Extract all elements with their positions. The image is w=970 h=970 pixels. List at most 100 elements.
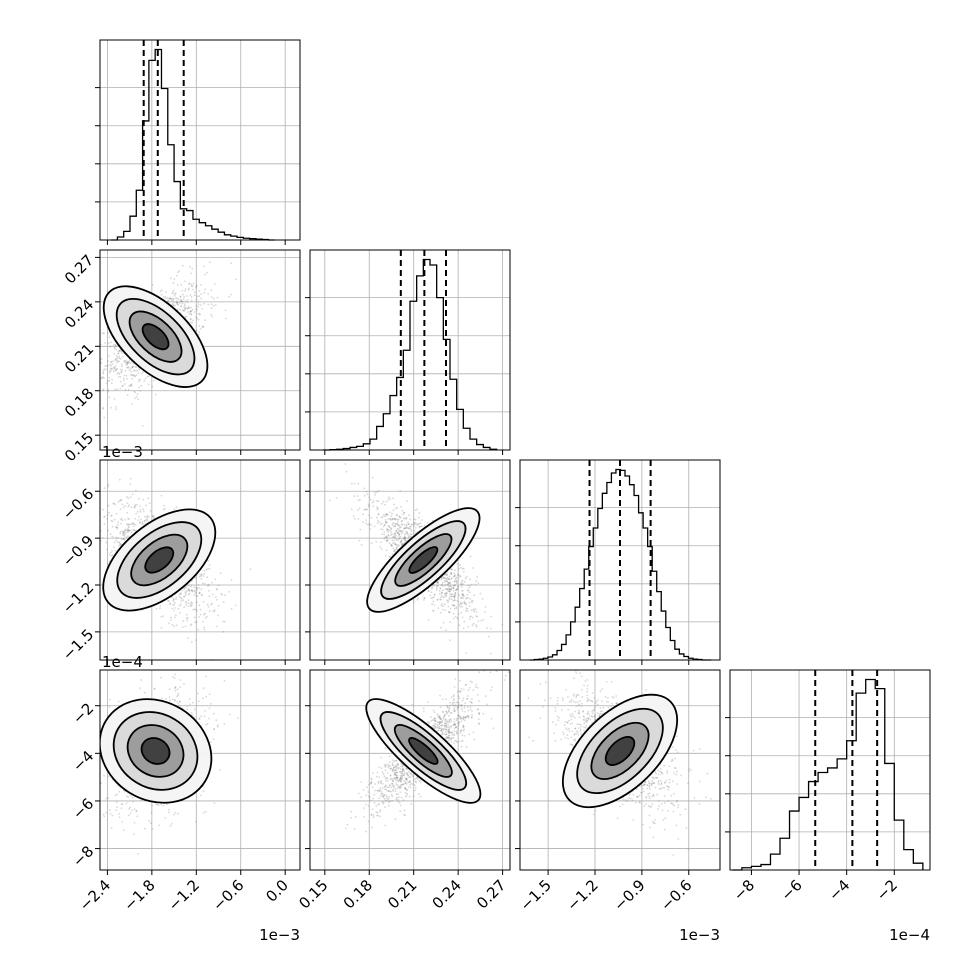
sample-point [144,522,147,525]
sample-point [129,529,132,532]
sample-point [155,803,157,805]
sample-point [108,396,111,399]
sample-point [164,295,167,298]
sample-point [189,318,192,320]
sample-point [191,285,194,287]
sample-point [114,369,117,372]
sample-point [439,587,442,589]
sample-point [133,390,136,393]
sample-point [448,582,451,585]
sample-point [374,494,376,496]
sample-point [380,516,383,519]
sample-point [466,610,469,613]
sample-point [357,509,359,511]
sample-point [448,578,450,581]
sample-point [116,373,119,375]
sample-point [448,585,450,588]
sample-point [375,500,378,502]
sample-point [217,605,220,607]
sample-point [466,589,469,592]
sample-point [389,556,392,558]
sample-point [462,627,465,630]
sample-point [441,583,444,586]
sample-point [188,283,190,286]
sample-point [404,527,407,530]
sample-point [461,593,464,596]
sample-point [114,358,117,361]
sample-point [132,833,135,835]
sample-point [114,503,116,506]
sample-point [115,359,118,362]
sample-point [469,584,471,587]
sample-point [427,590,430,592]
sample-point [213,728,216,731]
sample-point [393,517,396,520]
sample-point [127,361,130,364]
sample-point [410,535,412,538]
sample-point [189,294,192,296]
sample-point [100,361,103,364]
sample-point [370,523,372,526]
sample-point [481,598,484,600]
sample-point [448,590,451,593]
sample-point [437,581,439,584]
sample-point [112,502,115,505]
sample-point [381,528,384,531]
sample-point [182,293,184,296]
sample-point [390,527,393,530]
sample-point [166,296,169,299]
sample-point [453,597,456,599]
sample-point [106,562,109,565]
sample-point [401,531,404,533]
contour-line [128,310,183,363]
sample-point [381,533,384,536]
sample-point [126,502,129,504]
sample-point [394,543,397,546]
sample-point [159,605,162,607]
sample-point [445,588,448,591]
sample-point [394,536,396,539]
sample-point [469,615,472,618]
sample-point [468,601,471,604]
sample-point [165,698,167,700]
sample-point [200,293,203,295]
sample-point [184,308,187,311]
sample-point [167,299,170,301]
sample-point [144,377,147,380]
sample-point [108,698,111,701]
sample-point [138,368,141,371]
sample-point [112,502,115,505]
sample-point [191,321,193,324]
sample-point [112,370,115,373]
sample-point [403,527,406,530]
sample-point [471,601,473,604]
sample-point [458,624,461,627]
sample-point [453,604,456,607]
sample-point [387,499,390,501]
sample-point [118,790,121,793]
sample-point [200,593,203,596]
sample-point [172,304,175,307]
sample-point [136,503,138,506]
sample-point [389,517,391,520]
sample-point [397,524,400,527]
sample-point [215,598,218,601]
sample-point [406,533,409,536]
sample-point [104,342,107,344]
sample-point [402,513,405,516]
sample-point [176,284,179,286]
sample-point [377,507,380,510]
sample-point [377,513,380,516]
sample-point [200,284,202,286]
sample-point [404,539,407,541]
sample-point [224,309,227,312]
sample-point [196,308,198,311]
sample-point [126,360,129,363]
sample-point [169,699,171,702]
sample-point [105,541,108,544]
sample-point [175,598,177,601]
sample-point [374,491,377,494]
sample-point [127,535,129,538]
sample-point [127,366,130,369]
sample-point [113,353,116,355]
